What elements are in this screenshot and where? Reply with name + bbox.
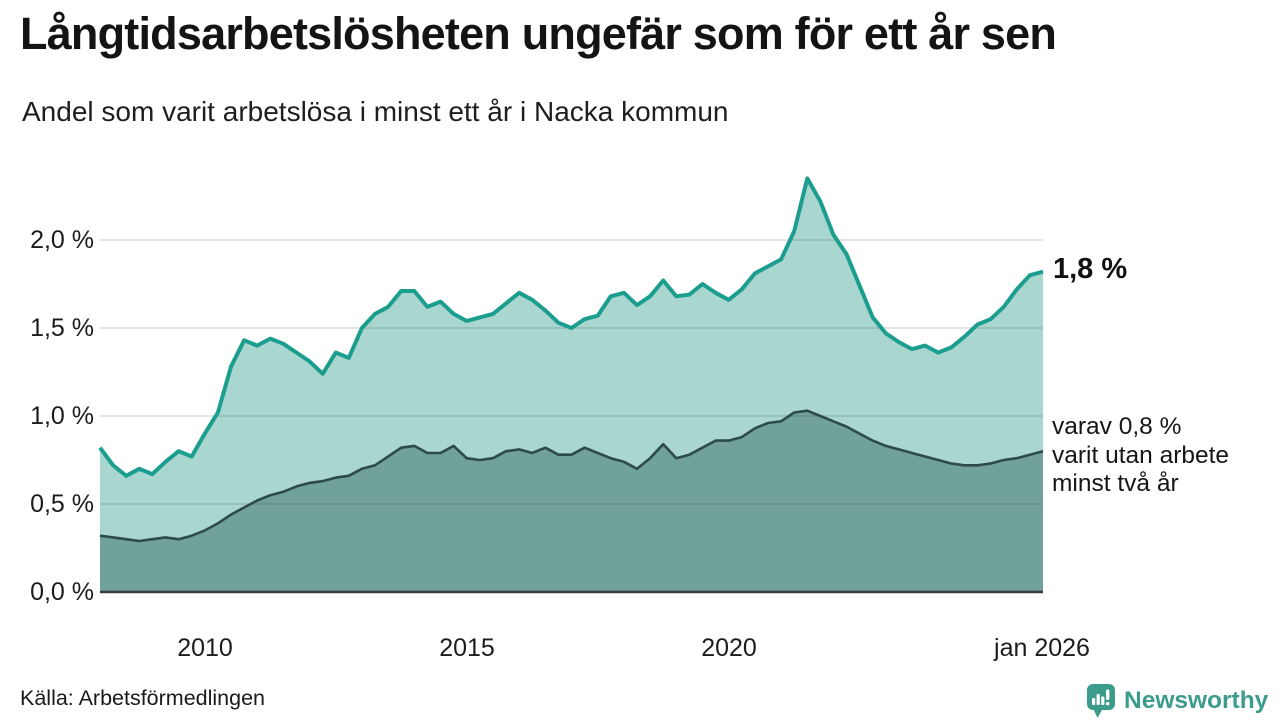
- series-minst-ett-ar-line: [98, 176, 1044, 478]
- page-title: Långtidsarbetslösheten ungefär som för e…: [20, 8, 1057, 59]
- secondary-series-annotation: varav 0,8 % varit utan arbete minst två …: [1052, 413, 1229, 499]
- x-axis-tick-label: 2015: [439, 634, 495, 662]
- newsworthy-logo-text: Newsworthy: [1124, 687, 1269, 714]
- annotation-line: varav 0,8 %: [1052, 413, 1182, 440]
- x-axis-tick-label: 2020: [701, 634, 757, 662]
- page-subtitle: Andel som varit arbetslösa i minst ett å…: [22, 96, 729, 127]
- annotation-line: varit utan arbete: [1052, 441, 1230, 469]
- y-axis-tick-label: 2,0 %: [30, 226, 94, 254]
- series-minst-tva-ar-area: [100, 410, 1043, 592]
- y-axis-tick-label: 1,5 %: [30, 314, 94, 342]
- y-axis-tick-label: 1,0 %: [30, 402, 94, 430]
- newsworthy-logo-icon: [1087, 684, 1115, 718]
- newsworthy-logo[interactable]: Newsworthy: [1084, 684, 1268, 718]
- annotation-line: minst två år: [1052, 470, 1179, 497]
- y-axis-tick-label: 0,5 %: [30, 490, 94, 518]
- series-minst-tva-ar-line: [99, 409, 1044, 543]
- x-axis-tick-label: jan 2026: [994, 634, 1090, 662]
- x-axis-tick-label: 2010: [177, 634, 233, 662]
- source-attribution: Källa: Arbetsförmedlingen: [20, 686, 266, 710]
- y-axis-tick-label: 0,0 %: [30, 578, 94, 606]
- end-value-annotation: 1,8 %: [1053, 253, 1128, 285]
